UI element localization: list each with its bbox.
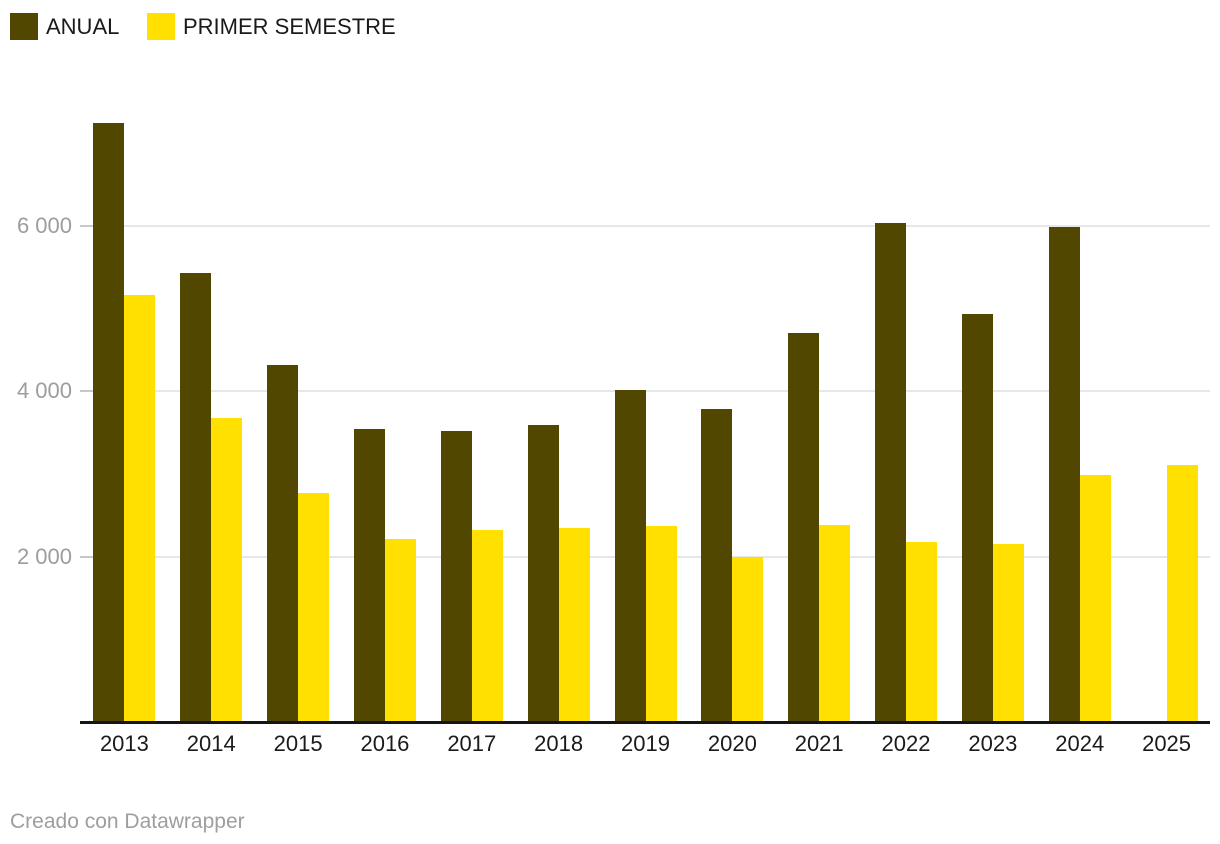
- bar-primer-semestre-2017: [471, 530, 503, 722]
- bar-primer-semestre-2020: [732, 556, 764, 722]
- bar-primer-semestre-2018: [558, 527, 590, 722]
- x-axis-label-2017: 2017: [447, 731, 497, 756]
- x-axis-label-2021: 2021: [794, 731, 844, 756]
- y-axis-tick-2000: [80, 555, 93, 558]
- bar-primer-semestre-2023: [992, 543, 1024, 722]
- bar-primer-semestre-2019: [645, 526, 677, 722]
- bar-anual-2015: [267, 365, 299, 722]
- datawrapper-credit: Creado con Datawrapper: [10, 810, 245, 833]
- legend-swatch-primer-semestre-icon: [147, 13, 175, 40]
- x-axis-label-2023: 2023: [968, 731, 1018, 756]
- bar-anual-2018: [527, 424, 559, 722]
- bar-anual-2020: [701, 408, 733, 722]
- bar-primer-semestre-2016: [384, 539, 416, 722]
- x-axis-label-2020: 2020: [707, 731, 757, 756]
- bar-anual-2017: [440, 430, 472, 722]
- bar-anual-2023: [961, 313, 993, 722]
- x-axis-label-2022: 2022: [881, 731, 931, 756]
- y-axis-tick-4000: [80, 390, 93, 392]
- x-axis-label-2013: 2013: [99, 731, 149, 756]
- bar-primer-semestre-2024: [1079, 474, 1111, 722]
- bar-anual-2024: [1048, 226, 1080, 722]
- x-axis-label-2015: 2015: [273, 731, 323, 756]
- x-axis-label-2014: 2014: [186, 731, 236, 756]
- bar-anual-2013: [93, 122, 125, 722]
- legend-label-anual: ANUAL: [46, 13, 120, 39]
- legend-label-primer-semestre: PRIMER SEMESTRE: [183, 13, 396, 39]
- y-axis-tick-6000: [80, 224, 93, 227]
- bar-primer-semestre-2025: [1166, 464, 1198, 722]
- legend-swatch-anual-icon: [10, 13, 38, 40]
- x-axis-label-2019: 2019: [621, 731, 670, 756]
- x-axis-label-2016: 2016: [360, 731, 410, 756]
- bar-primer-semestre-2015: [298, 492, 330, 722]
- x-axis-line: [80, 721, 1210, 724]
- bar-anual-2019: [614, 389, 646, 722]
- bar-anual-2016: [353, 429, 385, 722]
- bar-anual-2022: [875, 223, 907, 722]
- bar-primer-semestre-2013: [124, 295, 156, 722]
- x-axis-label-2024: 2024: [1055, 731, 1105, 756]
- gridline-6000: [80, 224, 1210, 227]
- bar-primer-semestre-2022: [906, 541, 938, 722]
- bar-anual-2021: [788, 333, 820, 722]
- bar-primer-semestre-2021: [819, 525, 851, 722]
- y-axis-tick-label-6000: 6 000: [16, 212, 72, 238]
- x-axis-label-2018: 2018: [534, 731, 584, 756]
- y-axis-tick-label-4000: 4 000: [16, 378, 72, 403]
- legend-item-primer-semestre: PRIMER SEMESTRE: [147, 13, 396, 40]
- legend-item-anual: ANUAL: [10, 13, 119, 40]
- bar-anual-2014: [180, 272, 212, 722]
- x-axis-label-2025: 2025: [1142, 731, 1192, 756]
- bar-primer-semestre-2014: [211, 418, 243, 722]
- y-axis-tick-label-2000: 2 000: [16, 543, 72, 569]
